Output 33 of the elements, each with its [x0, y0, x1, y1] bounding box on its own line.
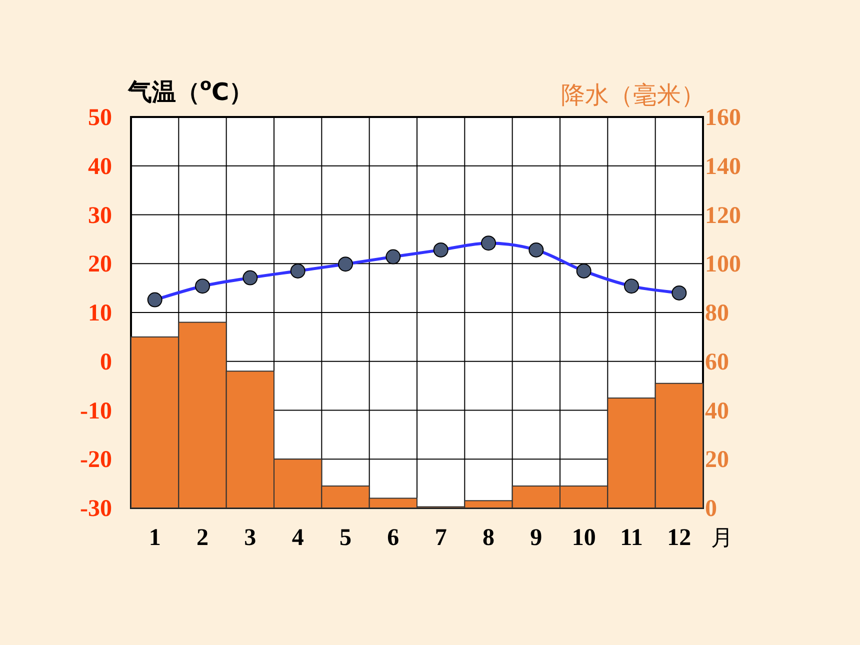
- y2-tick-label: 60: [705, 349, 729, 376]
- x-tick-label: 5: [340, 525, 352, 551]
- x-tick-label: 9: [530, 525, 542, 551]
- y2-tick-label: 80: [705, 300, 729, 326]
- y-tick-label: 20: [88, 252, 112, 278]
- x-tick-label: 2: [196, 525, 208, 551]
- y-tick-label: 40: [88, 154, 112, 180]
- x-axis-title: 月: [711, 526, 733, 551]
- y-tick-label: 10: [88, 300, 112, 326]
- y2-tick-label: 120: [705, 202, 741, 229]
- y2-tick-label: 160: [705, 105, 741, 131]
- y-tick-label: 0: [100, 349, 112, 376]
- x-tick-label: 3: [244, 525, 256, 551]
- x-tick-label: 12: [667, 525, 692, 551]
- y-tick-label: 50: [88, 105, 112, 131]
- x-tick-label: 7: [434, 525, 447, 551]
- x-tick-label: 4: [292, 525, 304, 551]
- y2-tick-label: 0: [705, 496, 717, 522]
- y2-tick-label: 20: [705, 447, 729, 474]
- y-tick-label: -30: [80, 496, 112, 522]
- y2-tick-label: 40: [705, 398, 729, 424]
- y-tick-label: -10: [80, 398, 112, 424]
- y2-axis-title: 降水（毫米）: [561, 81, 705, 109]
- y-tick-label: -20: [80, 447, 112, 474]
- y2-tick-label: 100: [705, 252, 741, 278]
- x-tick-label: 6: [387, 525, 400, 551]
- x-tick-label: 1: [148, 525, 161, 551]
- x-tick-label: 11: [620, 525, 643, 551]
- x-tick-label: 8: [482, 525, 494, 551]
- x-tick-label: 10: [572, 525, 596, 551]
- y-tick-label: 30: [88, 202, 112, 229]
- y2-tick-label: 140: [705, 154, 741, 180]
- y-axis-title: 气温（$^{o}$C）: [127, 74, 254, 106]
